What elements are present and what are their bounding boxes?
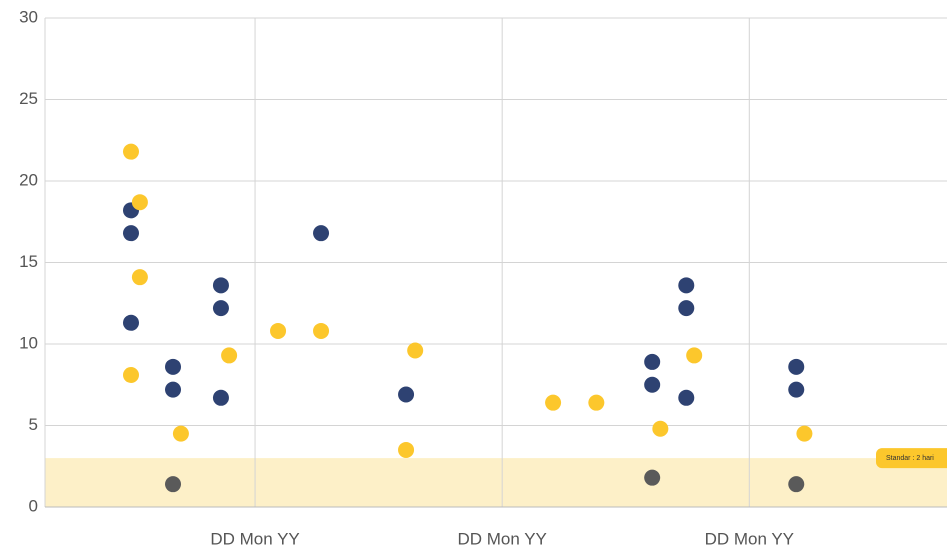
data-point	[545, 394, 562, 411]
data-point	[270, 322, 287, 339]
x-tick-label: DD Mon YY	[457, 529, 546, 548]
y-tick-label: 0	[29, 496, 38, 515]
data-point	[122, 143, 139, 160]
data-point	[644, 353, 661, 370]
data-point	[131, 194, 148, 211]
data-point	[678, 277, 695, 294]
standard-badge	[876, 448, 947, 469]
x-tick-label: DD Mon YY	[705, 529, 794, 548]
data-point	[313, 322, 330, 339]
y-tick-label: 30	[19, 7, 38, 26]
data-point	[131, 269, 148, 286]
data-point	[122, 314, 139, 331]
y-tick-label: 15	[19, 252, 38, 271]
data-point	[172, 425, 189, 442]
data-point	[686, 347, 703, 364]
data-point	[221, 347, 238, 364]
y-tick-label: 20	[19, 170, 38, 189]
data-point	[678, 300, 695, 317]
y-tick-label: 5	[29, 415, 38, 434]
data-point	[588, 394, 605, 411]
data-point	[212, 389, 229, 406]
y-tick-label: 25	[19, 89, 38, 108]
data-point	[212, 277, 229, 294]
data-point	[796, 425, 813, 442]
data-point	[165, 476, 182, 493]
data-point	[788, 476, 805, 493]
data-point	[407, 342, 424, 359]
data-point	[644, 376, 661, 393]
data-point	[212, 300, 229, 317]
x-tick-label: DD Mon YY	[210, 529, 299, 548]
data-point	[122, 366, 139, 383]
data-point	[122, 225, 139, 242]
data-point	[165, 358, 182, 375]
data-point	[313, 225, 330, 242]
data-point	[788, 358, 805, 375]
data-point	[678, 389, 695, 406]
data-point	[398, 441, 415, 458]
y-tick-label: 10	[19, 333, 38, 352]
data-point	[165, 381, 182, 398]
standard-label: Standar : 2 hari	[886, 455, 934, 462]
data-point	[652, 420, 669, 437]
data-point	[788, 381, 805, 398]
data-point	[644, 469, 661, 486]
data-point	[398, 386, 415, 403]
